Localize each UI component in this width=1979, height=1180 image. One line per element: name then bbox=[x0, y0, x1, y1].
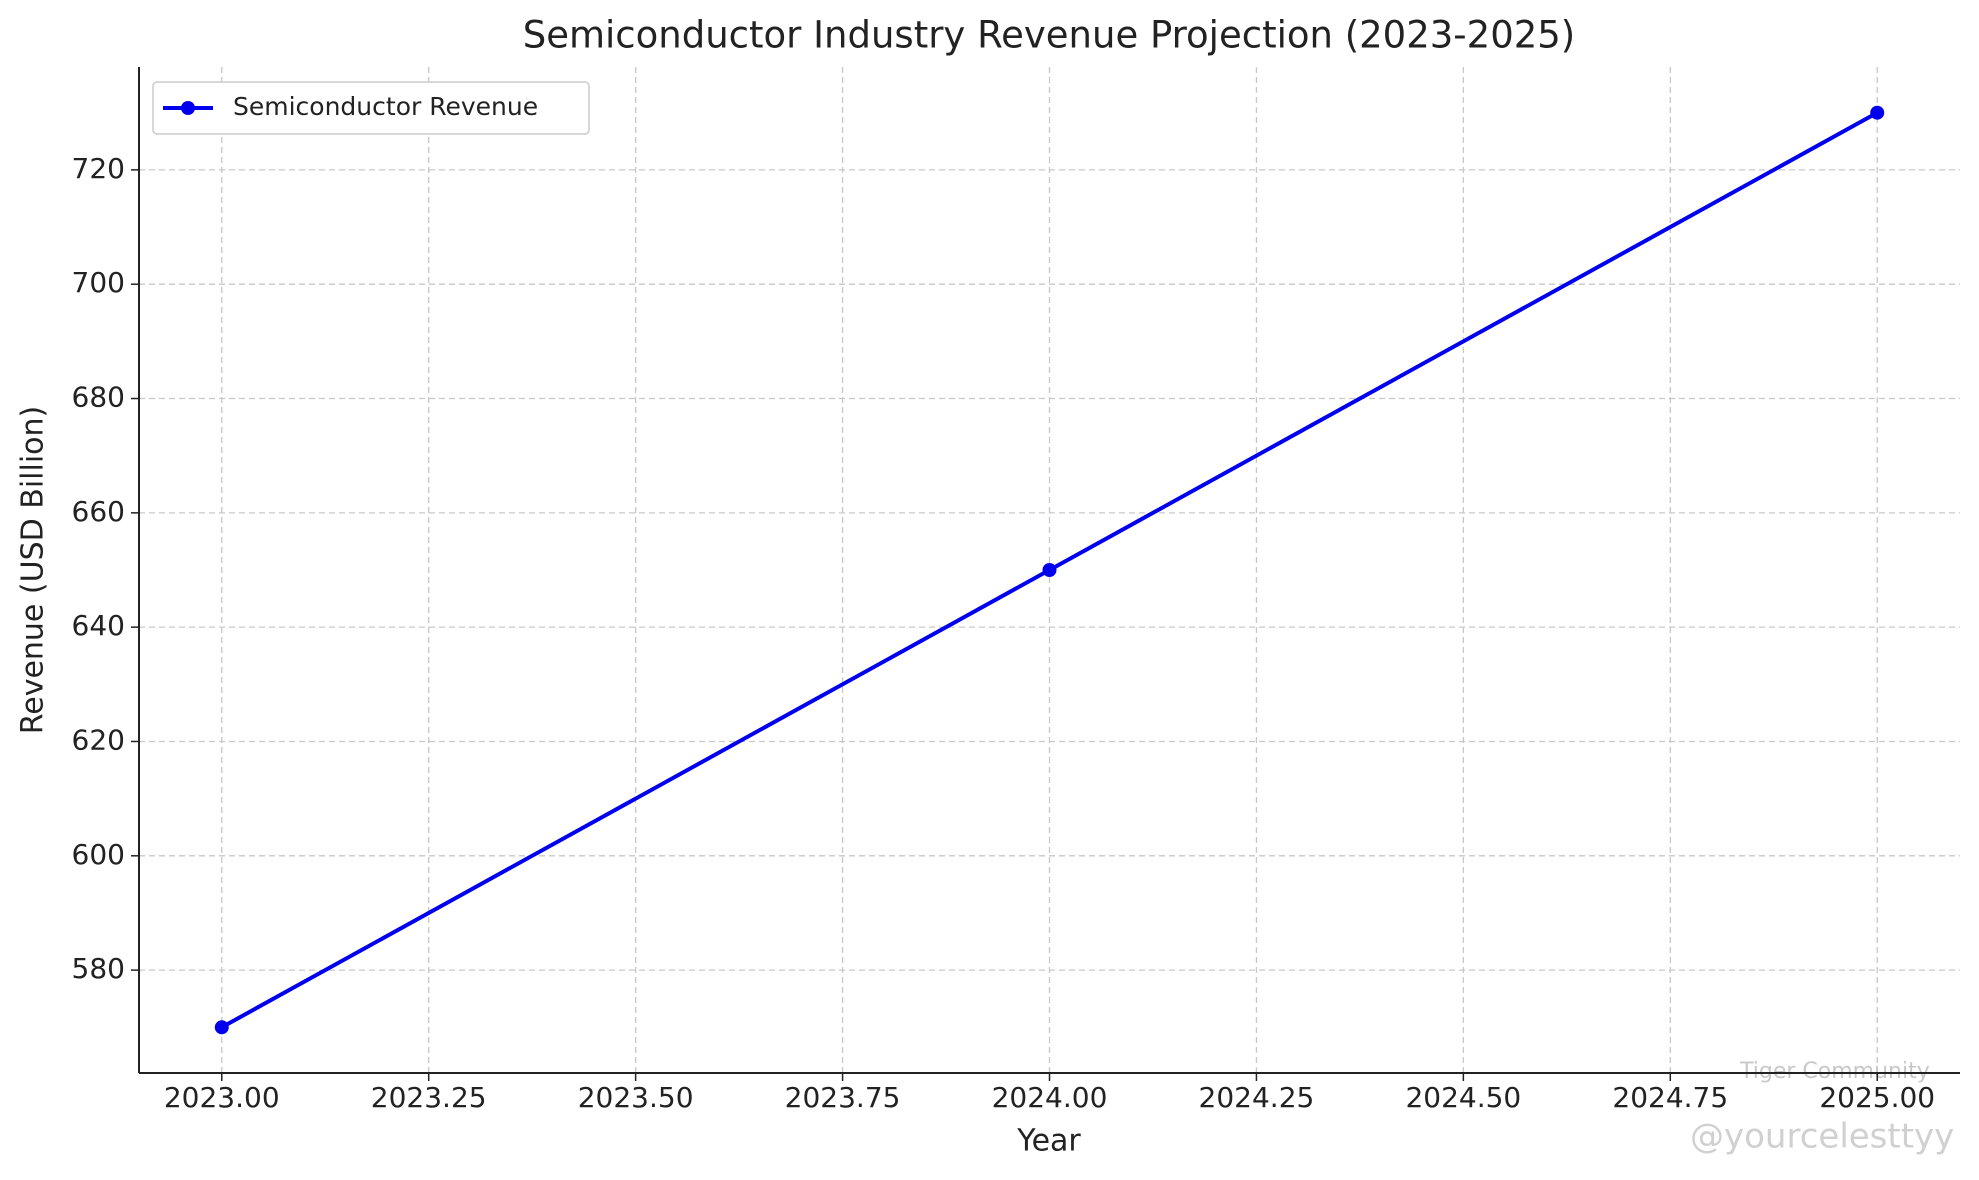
legend-label: Semiconductor Revenue bbox=[233, 92, 538, 121]
y-tick-label: 600 bbox=[72, 838, 125, 871]
x-axis-label: Year bbox=[1016, 1124, 1081, 1159]
x-tick-label: 2023.25 bbox=[371, 1081, 487, 1114]
data-point bbox=[1042, 563, 1057, 577]
legend-box bbox=[152, 81, 590, 135]
x-tick-label: 2024.50 bbox=[1405, 1081, 1521, 1114]
x-tick-label: 2024.00 bbox=[992, 1081, 1108, 1114]
x-tick-label: 2023.75 bbox=[785, 1081, 901, 1114]
x-tick-label: 2023.50 bbox=[578, 1081, 694, 1114]
watermark: @yourcelesttyy bbox=[1690, 1117, 1954, 1157]
x-tick-label: 2024.25 bbox=[1199, 1081, 1315, 1114]
legend-marker bbox=[181, 101, 195, 115]
x-tick-label: 2023.00 bbox=[164, 1081, 280, 1114]
data-point bbox=[214, 1020, 229, 1035]
y-tick-label: 720 bbox=[72, 152, 125, 185]
y-tick-label: 580 bbox=[72, 952, 125, 985]
x-tick-label: 2025.00 bbox=[1819, 1081, 1935, 1114]
y-tick-label: 700 bbox=[72, 266, 125, 299]
y-tick-label: 660 bbox=[72, 495, 125, 528]
watermark: Tiger Community bbox=[1739, 1059, 1930, 1084]
y-tick-label: 620 bbox=[72, 723, 125, 756]
y-tick-label: 680 bbox=[72, 381, 125, 414]
y-tick-label: 640 bbox=[72, 609, 125, 642]
chart-title: Semiconductor Industry Revenue Projectio… bbox=[523, 14, 1576, 57]
x-tick-label: 2024.75 bbox=[1612, 1081, 1728, 1114]
y-axis-label: Revenue (USD Billion) bbox=[16, 406, 51, 735]
data-point bbox=[1870, 105, 1885, 120]
